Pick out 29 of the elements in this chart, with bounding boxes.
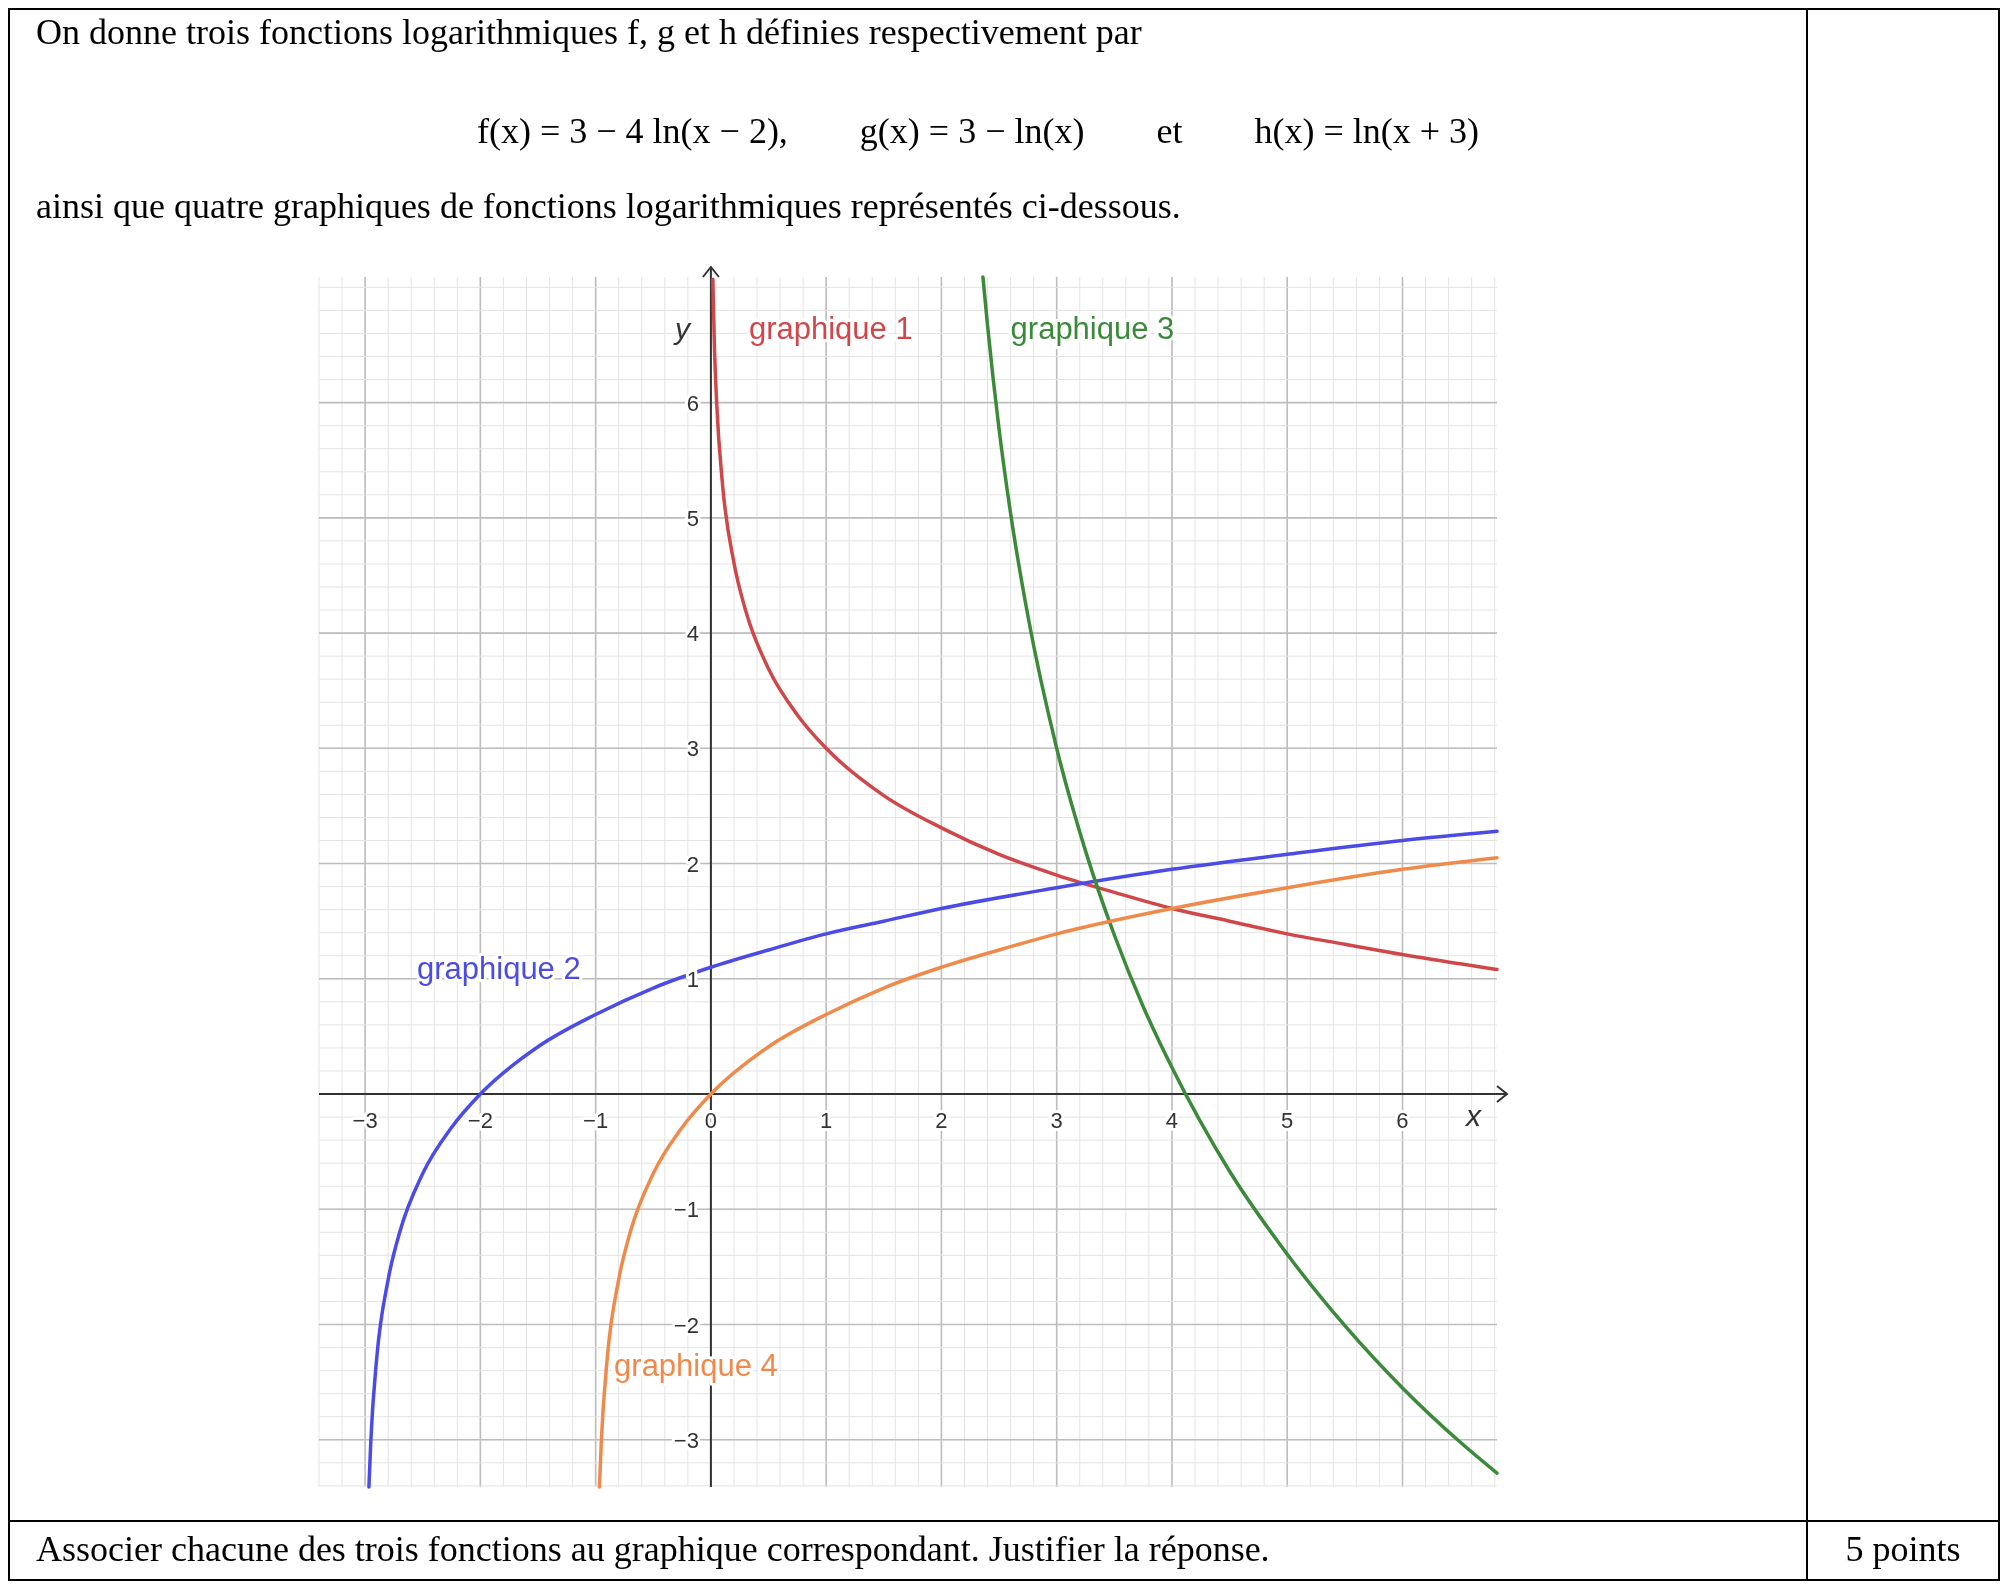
line-series: [711, 277, 1499, 972]
series-label: graphique 1: [748, 311, 913, 347]
y-axis-title: y: [672, 312, 692, 346]
y-tick-label: 6: [686, 390, 699, 416]
series-label: graphique 2: [416, 950, 581, 986]
y-tick-label: −1: [673, 1197, 699, 1223]
y-tick-label: −3: [673, 1427, 699, 1453]
x-tick-label: 4: [1165, 1108, 1179, 1134]
y-tick-label: 2: [686, 851, 699, 877]
chart-title: On donne trois fonctions logarithmiques f, g et h définies respectivement par: [36, 12, 1142, 52]
x-tick-label: 2: [935, 1108, 948, 1134]
text: f(x) = 3 − 4 ln(x − 2), g(x) = 3 − ln(x) et h(x) = ln(x + 3): [477, 111, 1479, 151]
x-tick-label: 6: [1396, 1108, 1409, 1134]
x-tick-label: 5: [1281, 1108, 1294, 1134]
text: 5 points: [1845, 1529, 1961, 1569]
y-tick-label: 3: [686, 736, 699, 762]
x-tick-label: −1: [583, 1108, 609, 1134]
text: ainsi que quatre graphiques de fonctions logarithmiques représentés ci-dessous.: [36, 186, 1181, 226]
y-tick-label: −2: [673, 1312, 699, 1338]
x-axis-title: x: [1463, 1099, 1482, 1133]
text: Associer chacune des trois fonctions au graphique correspondant. Justifier la réponse.: [36, 1529, 1270, 1569]
x-tick-label: −2: [467, 1108, 493, 1134]
x-tick-label: −3: [352, 1108, 378, 1134]
y-tick-label: 4: [686, 621, 699, 647]
x-tick-label: 1: [820, 1108, 833, 1134]
y-tick-label: 5: [686, 505, 699, 531]
line-series: [981, 275, 1499, 1475]
series-label: graphique 3: [1010, 311, 1175, 347]
x-tick-label: 3: [1050, 1108, 1063, 1134]
